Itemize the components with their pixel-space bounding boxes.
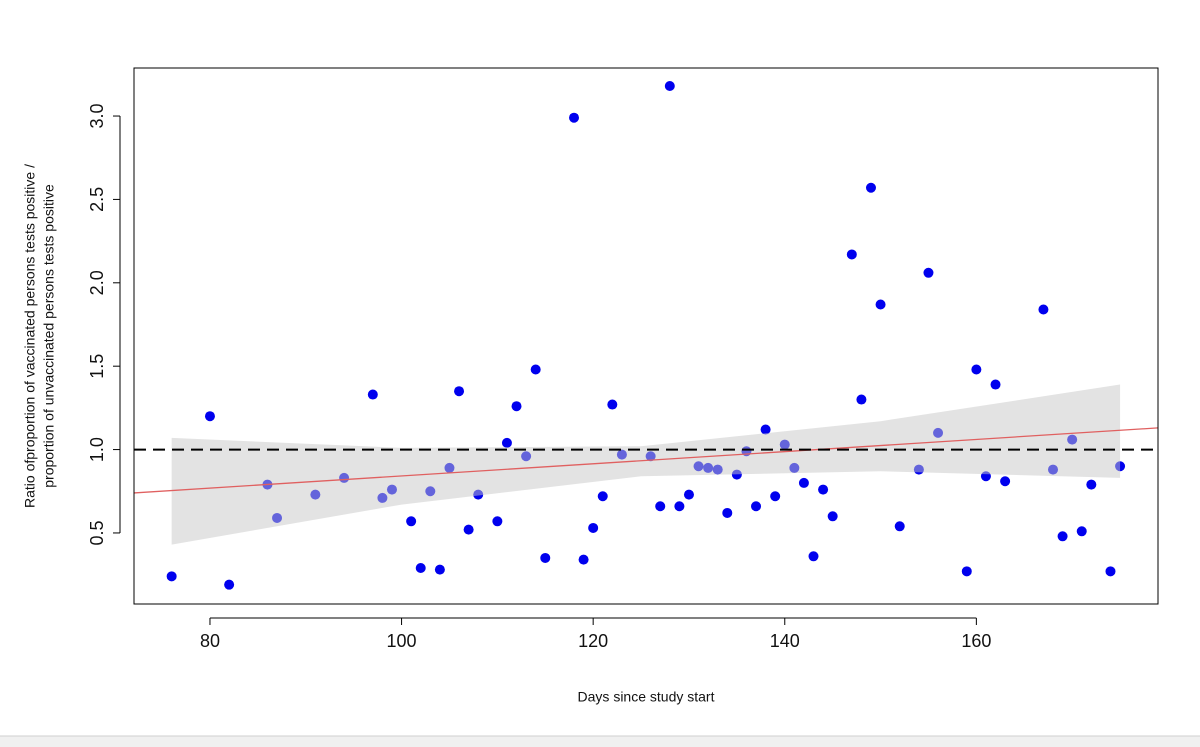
y-tick-label: 2.0 [87,270,107,295]
point [894,521,905,532]
point [751,501,762,512]
point [540,552,551,563]
point [655,501,666,512]
point [818,484,829,495]
point [406,516,417,527]
point [961,566,972,577]
point [856,394,867,405]
point [367,389,378,400]
point [923,267,934,278]
y-tick-label: 1.0 [87,437,107,462]
y-tick-label: 1.5 [87,354,107,379]
y-axis-title: proportion of unvaccinated persons tests… [41,184,57,488]
point [434,564,445,575]
plot-frame [133,67,1159,605]
point [990,379,1001,390]
window-strip [0,736,1200,747]
point [1057,531,1068,542]
point [492,516,503,527]
point [722,507,733,518]
point [1000,476,1011,487]
x-tick-label: 100 [387,631,417,651]
point [770,491,781,502]
y-axis-title: Ratio ofproportion of vaccinated persons… [22,164,38,508]
x-tick-label: 160 [961,631,991,651]
point [501,437,512,448]
point [607,399,618,410]
confidence-band [171,384,1121,545]
y-tick-label: 3.0 [87,104,107,129]
point [463,524,474,535]
x-tick-label: 120 [578,631,608,651]
point [511,401,522,412]
point [664,81,675,92]
point [827,511,838,522]
point [808,551,819,562]
point [1076,526,1087,537]
point [798,477,809,488]
point [597,491,608,502]
point [224,579,235,590]
point [1038,304,1049,315]
point [1086,479,1097,490]
point [683,489,694,500]
x-axis-title: Days since study start [578,689,715,705]
point [760,424,771,435]
x-tick-label: 140 [770,631,800,651]
x-tick-label: 80 [200,631,220,651]
point [569,112,580,123]
y-tick-label: 0.5 [87,520,107,545]
point [578,554,589,565]
point [454,386,465,397]
point [1105,566,1116,577]
point [166,571,177,582]
y-tick-label: 2.5 [87,187,107,212]
fit-line [133,427,1159,494]
point [846,249,857,260]
point [865,182,876,193]
point [588,522,599,533]
point [971,364,982,375]
point [204,411,215,422]
point [674,501,685,512]
point [530,364,541,375]
point [875,299,886,310]
point [415,562,426,573]
